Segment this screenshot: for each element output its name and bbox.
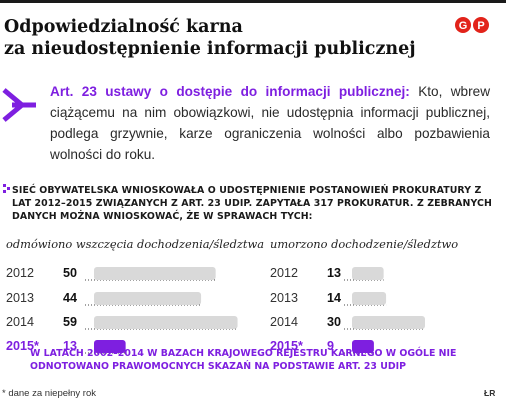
chart-2-bar [352, 267, 384, 280]
chart-2-title: umorzono dochodzenie/śledztwo [270, 237, 459, 251]
gp-logo-icon: G P [455, 17, 489, 33]
article-lead: Art. 23 ustawy o dostępie do informacji … [50, 84, 410, 99]
svg-text:P: P [477, 20, 484, 32]
page-title: Odpowiedzialność karna za nieudostępnien… [4, 16, 444, 60]
chart-2-bar [352, 340, 374, 353]
chart-2-data-label: 13 [327, 266, 342, 280]
intro-text: Sieć Obywatelska wnioskowała o udostępni… [12, 185, 492, 222]
article-text: Art. 23 ustawy o dostępie do informacji … [50, 81, 490, 165]
chart-1-bar [94, 292, 202, 305]
arrow-right-icon [2, 88, 36, 122]
chart-2-tick-label: 2015* [270, 339, 303, 353]
dots-marker-icon [3, 184, 10, 193]
chart-1-bar [94, 340, 126, 353]
chart-2-tick-label: 2012 [270, 266, 299, 280]
chart-1-tick-label: 2015* [6, 339, 39, 353]
footer-text: W latach 2002–2014 w bazach Krajowego Re… [30, 348, 457, 372]
chart-1-data-label: 59 [63, 315, 78, 329]
chart-1-data-label: 13 [63, 339, 78, 353]
chart-1-tick-label: 2013 [6, 291, 35, 305]
chart-1-tick-label: 2012 [6, 266, 35, 280]
chart-1-bar [94, 316, 238, 329]
chart-1-tick-label: 2014 [6, 315, 35, 329]
top-rule [0, 0, 506, 3]
chart-1-bar [94, 267, 216, 280]
title-line-2: za nieudostępnienie informacji publiczne… [4, 39, 416, 59]
chart-2-bar [352, 292, 387, 305]
credit: ŁR [484, 388, 496, 398]
svg-text:G: G [459, 20, 468, 32]
chart-2-tick-label: 2014 [270, 315, 299, 329]
chart-2-data-label: 30 [327, 315, 342, 329]
title-line-1: Odpowiedzialność karna [4, 17, 243, 37]
chart-1-title: odmówiono wszczęcia dochodzenia/śledztwa [6, 237, 265, 251]
article-body: Kto, wbrew ciążącemu na nim obowiązkowi,… [50, 84, 491, 162]
chart-1-data-label: 50 [63, 266, 78, 280]
chart-2-tick-label: 2013 [270, 291, 299, 305]
chart-2-bar [352, 316, 425, 329]
chart-1-data-label: 44 [63, 291, 78, 305]
chart-2-data-label: 14 [327, 291, 342, 305]
chart-2-data-label: 9 [327, 339, 335, 353]
footnote: * dane za niepełny rok [2, 388, 97, 399]
